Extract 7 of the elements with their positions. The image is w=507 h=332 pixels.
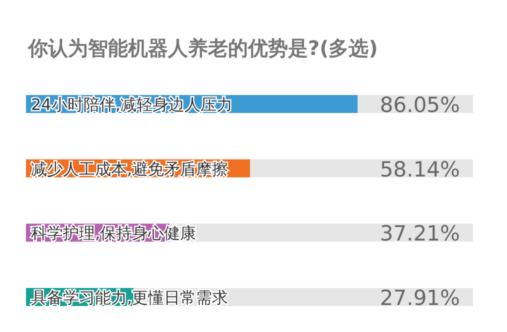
- data-label: 58.14%: [380, 157, 460, 182]
- chart-title: 你认为智能机器人养老的优势是?(多选): [27, 36, 378, 60]
- data-label: 86.05%: [380, 93, 460, 118]
- data-label: 37.21%: [380, 222, 460, 246]
- data-label: 27.91%: [380, 286, 460, 310]
- y-tick-label: 24小时陪伴,减轻身边人压力: [31, 95, 232, 114]
- y-tick-label: 减少人工成本,避免矛盾摩擦: [31, 159, 228, 178]
